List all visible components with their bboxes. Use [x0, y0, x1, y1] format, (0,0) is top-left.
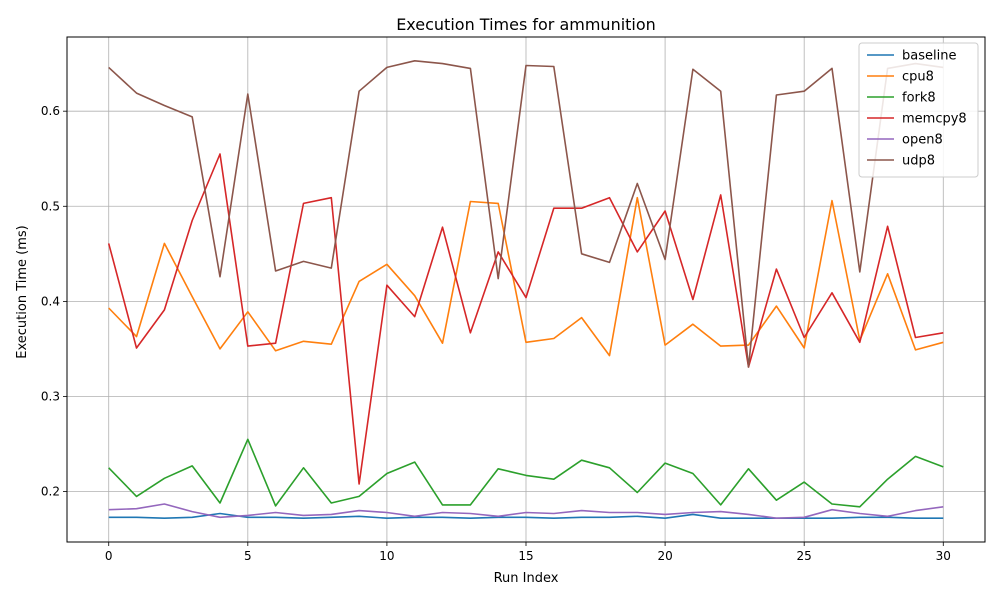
legend: baseline cpu8 fork8 memcpy8 open8 udp8	[858, 42, 979, 178]
y-tick-label: 0.5	[41, 199, 60, 213]
series-line-open8	[108, 503, 944, 520]
y-tick-label: 0.3	[41, 389, 60, 403]
y-tick-label: 0.6	[41, 104, 60, 118]
series-line-udp8	[108, 59, 944, 368]
x-axis-label: Run Index	[494, 571, 559, 586]
legend-label-cpu8: cpu8	[902, 70, 934, 85]
grid-lines	[67, 37, 985, 542]
x-axis-ticks: 0 5 10 15 20 25 30	[105, 542, 951, 563]
chart-title: Execution Times for ammunition	[396, 15, 656, 34]
x-tick-label: 0	[105, 549, 113, 563]
legend-label-memcpy8: memcpy8	[902, 112, 967, 127]
x-tick-label: 20	[657, 549, 672, 563]
y-tick-label: 0.2	[41, 485, 60, 499]
x-tick-label: 30	[936, 549, 951, 563]
series-line-memcpy8	[107, 153, 944, 485]
x-tick-label: 25	[797, 549, 812, 563]
y-axis-label: Execution Time (ms)	[15, 225, 30, 358]
series-line-baseline	[108, 512, 944, 520]
legend-label-udp8: udp8	[902, 154, 935, 169]
y-tick-label: 0.4	[41, 294, 60, 308]
legend-label-fork8: fork8	[902, 91, 936, 106]
series-lines	[107, 59, 944, 520]
series-line-fork8	[108, 438, 944, 508]
series-line-cpu8	[108, 196, 944, 357]
x-tick-label: 5	[244, 549, 252, 563]
legend-label-baseline: baseline	[902, 49, 956, 64]
x-tick-label: 15	[518, 549, 533, 563]
legend-label-open8: open8	[902, 133, 943, 148]
y-axis-ticks: 0.2 0.3 0.4 0.5 0.6	[41, 104, 67, 499]
x-tick-label: 10	[379, 549, 394, 563]
